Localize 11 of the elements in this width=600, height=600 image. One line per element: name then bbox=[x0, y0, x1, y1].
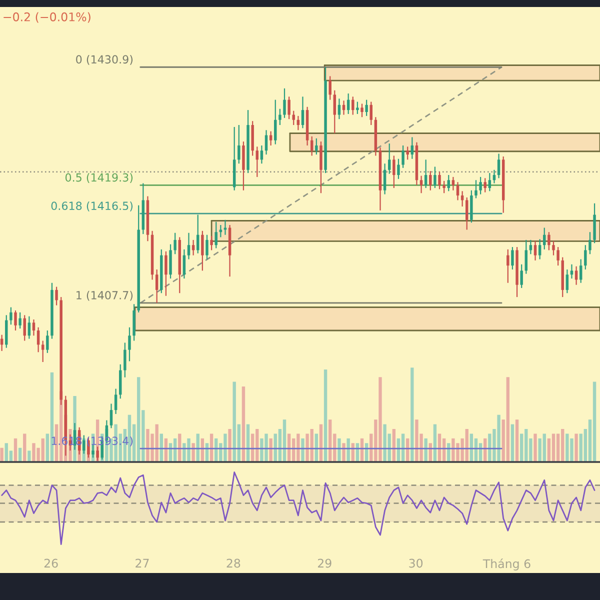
series-label: 0.5 (1419.3) bbox=[65, 173, 133, 183]
x-tick-label: 29 bbox=[318, 558, 332, 568]
x-tick-label: Tháng 6 bbox=[482, 558, 530, 570]
x-tick-label: 28 bbox=[226, 558, 240, 568]
x-tick-label: 26 bbox=[44, 558, 58, 568]
text: −0.2 (−0.01%) bbox=[4, 12, 90, 23]
series-label: 1 (1407.7) bbox=[76, 290, 133, 301]
x-tick-label: 30 bbox=[409, 558, 423, 568]
series-label: 0.618 (1416.5) bbox=[51, 201, 133, 212]
x-tick-label: 27 bbox=[136, 558, 149, 568]
series-label: 0 (1430.9) bbox=[76, 55, 133, 65]
